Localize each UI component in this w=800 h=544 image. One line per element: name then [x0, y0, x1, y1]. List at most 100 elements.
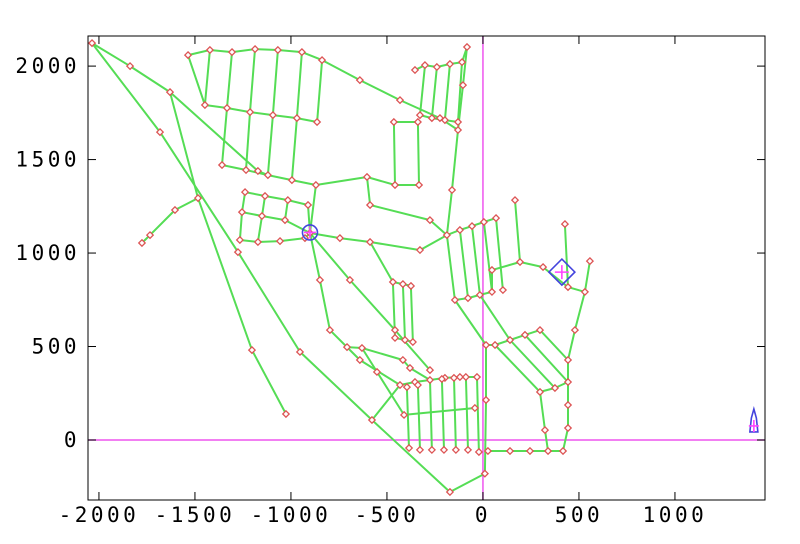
node-marker — [260, 191, 270, 201]
road-edge — [443, 63, 451, 122]
road-edge — [416, 121, 420, 186]
node-marker — [413, 117, 422, 127]
road-edge — [221, 107, 228, 166]
road-edge — [361, 347, 378, 373]
robot-pose-circle — [301, 224, 319, 241]
road-edge — [524, 333, 569, 383]
node-marker — [563, 282, 573, 292]
node-marker — [345, 275, 355, 285]
node-marker — [420, 61, 430, 70]
road-edge — [231, 48, 256, 54]
x-tick-label: 1000 — [643, 503, 708, 527]
y-tick-label: 0 — [64, 428, 80, 452]
node-marker — [475, 290, 484, 300]
node-marker — [414, 180, 424, 190]
node-marker — [425, 375, 435, 385]
node-marker — [498, 285, 508, 295]
node-marker — [535, 387, 545, 397]
node-marker — [317, 55, 327, 65]
node-marker — [442, 230, 451, 240]
road-edge — [369, 204, 431, 222]
node-marker — [250, 44, 260, 54]
road-edge — [369, 241, 421, 252]
road-edge — [445, 234, 456, 301]
node-marker — [415, 245, 425, 255]
node-marker — [408, 337, 417, 347]
node-marker — [405, 363, 415, 373]
node-marker — [406, 281, 416, 291]
node-marker — [560, 219, 570, 229]
pose-markers-layer — [301, 224, 759, 433]
node-marker — [355, 355, 364, 365]
x-tick-label: 0 — [475, 503, 491, 527]
y-tick-label: 1500 — [15, 148, 80, 172]
node-marker — [445, 487, 455, 497]
node-marker — [312, 117, 322, 127]
node-marker — [227, 47, 237, 57]
road-edge — [276, 49, 303, 54]
road-edge — [394, 329, 431, 372]
node-marker — [427, 113, 436, 123]
road-edge — [318, 279, 331, 332]
road-edge — [290, 179, 317, 186]
node-marker — [439, 445, 449, 455]
node-marker — [253, 237, 263, 247]
node-marker — [461, 372, 470, 382]
node-marker — [292, 113, 302, 123]
node-marker — [200, 100, 210, 110]
node-marker — [183, 50, 193, 60]
node-marker — [563, 355, 573, 365]
node-marker — [437, 374, 446, 384]
node-marker — [390, 333, 400, 343]
road-edge — [251, 349, 287, 415]
road-edge — [539, 329, 569, 361]
road-edge — [514, 199, 521, 263]
node-marker — [237, 207, 247, 217]
node-marker — [283, 196, 292, 205]
road-edge — [440, 378, 445, 451]
node-marker — [535, 325, 545, 335]
pose-cross — [554, 265, 569, 280]
node-marker — [520, 330, 530, 340]
road-edge — [573, 290, 586, 332]
node-marker — [311, 180, 321, 190]
node-marker — [415, 445, 425, 455]
node-marker — [365, 237, 375, 247]
node-marker — [170, 205, 180, 215]
road-edge — [563, 223, 569, 289]
goal-diamond — [547, 257, 576, 287]
node-marker — [240, 187, 250, 197]
node-marker — [458, 81, 468, 90]
node-marker — [427, 445, 436, 455]
node-marker — [432, 62, 441, 72]
road-edge — [371, 384, 401, 421]
node-marker — [263, 170, 273, 180]
node-marker — [510, 196, 520, 205]
road-edge — [266, 114, 274, 177]
axis-layer: -2000 -1500 -1000 -500 0 500 1000 0 500 1000 1500 2… — [15, 35, 766, 527]
node-marker — [413, 380, 422, 390]
node-marker — [481, 340, 491, 350]
road-edge — [328, 329, 361, 361]
road-edge — [348, 279, 396, 332]
node-marker — [487, 265, 497, 275]
road-edge — [430, 66, 438, 120]
road-edge — [249, 111, 274, 117]
road-edge — [197, 197, 253, 352]
node-marker — [467, 222, 477, 231]
node-marker — [440, 116, 450, 125]
x-tick-label: -1000 — [251, 503, 332, 527]
node-marker — [245, 107, 255, 117]
node-marker — [470, 403, 480, 413]
node-marker — [462, 42, 472, 52]
road-edge — [226, 51, 233, 109]
road-edge — [369, 241, 394, 283]
road-edge — [376, 370, 405, 416]
node-marker — [399, 410, 409, 420]
road-edge — [567, 329, 576, 361]
node-marker — [538, 262, 548, 272]
road-edge — [478, 293, 511, 341]
road-edge — [309, 232, 321, 281]
node-marker — [395, 380, 405, 390]
road-edge — [314, 176, 368, 186]
